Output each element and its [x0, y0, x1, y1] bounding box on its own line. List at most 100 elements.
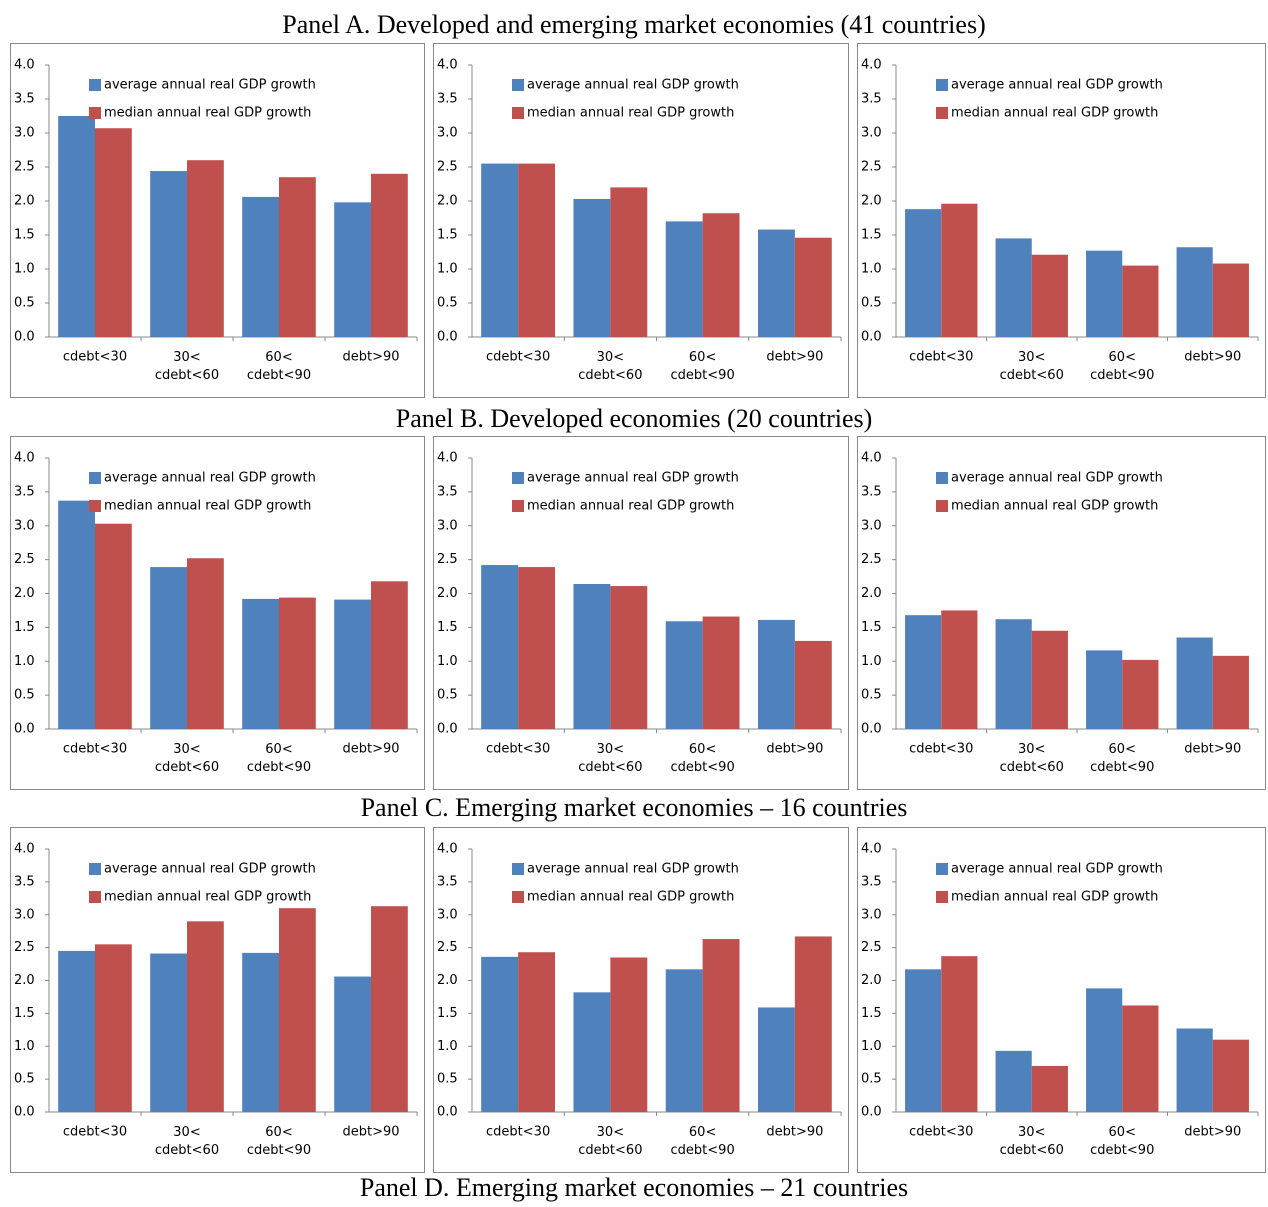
y-tick-label: 0.5	[14, 296, 35, 311]
bar	[757, 619, 795, 729]
y-tick-label: 2.0	[14, 194, 35, 209]
legend-swatch	[512, 891, 524, 903]
y-tick-label: 2.5	[437, 552, 458, 567]
legend-label: median annual real GDP growth	[951, 106, 1158, 121]
y-tick-label: 4.0	[14, 842, 35, 857]
y-tick-label: 3.0	[437, 907, 458, 922]
y-tick-label: 2.0	[861, 973, 882, 988]
y-tick-label: 2.5	[14, 940, 35, 955]
bar	[610, 187, 648, 337]
y-tick-label: 0.5	[437, 688, 458, 703]
legend-swatch	[89, 472, 101, 484]
x-tick-label: cdebt<30	[486, 350, 550, 365]
legend-swatch	[936, 500, 948, 512]
y-tick-label: 1.5	[437, 1006, 458, 1021]
bar	[1122, 1005, 1159, 1112]
x-tick-label: debt>90	[342, 742, 399, 757]
x-tick-label: cdebt<30	[486, 1125, 550, 1140]
bar	[481, 956, 519, 1112]
bar	[95, 128, 132, 337]
bar	[905, 615, 942, 729]
bar	[941, 956, 978, 1112]
bar	[1086, 650, 1123, 729]
legend-swatch	[512, 500, 524, 512]
y-tick-label: 1.0	[861, 654, 882, 669]
bar	[1176, 637, 1213, 729]
bar	[242, 196, 279, 337]
y-tick-label: 1.0	[14, 654, 35, 669]
chart-frame	[857, 436, 1266, 790]
legend-label: average annual real GDP growth	[527, 862, 739, 877]
legend-swatch	[89, 107, 101, 119]
y-tick-label: 3.0	[861, 126, 882, 141]
bar	[1212, 655, 1249, 729]
x-tick-label: debt>90	[766, 742, 823, 757]
bar	[665, 969, 703, 1112]
y-tick-label: 0.5	[861, 296, 882, 311]
y-tick-label: 0.5	[14, 688, 35, 703]
y-tick-label: 2.0	[861, 586, 882, 601]
y-tick-label: 1.5	[861, 1006, 882, 1021]
y-tick-label: 1.5	[14, 1006, 35, 1021]
bar	[757, 229, 795, 337]
y-tick-label: 0.0	[14, 330, 35, 345]
bar	[334, 976, 371, 1112]
x-tick-label: 30< cdebt<60	[578, 742, 642, 775]
bar	[58, 950, 95, 1112]
x-tick-label: debt>90	[766, 1125, 823, 1140]
bar	[573, 992, 611, 1112]
y-tick-label: 2.5	[437, 160, 458, 175]
y-tick-label: 0.0	[14, 1105, 35, 1120]
bar	[794, 237, 832, 337]
x-tick-label: 30< cdebt<60	[1000, 742, 1064, 775]
legend-label: average annual real GDP growth	[527, 78, 739, 93]
y-tick-label: 2.5	[861, 160, 882, 175]
bar	[187, 558, 224, 729]
chart-frame	[857, 43, 1266, 398]
bar	[242, 952, 279, 1112]
bar	[573, 198, 611, 337]
legend-swatch	[936, 107, 948, 119]
legend-swatch	[512, 107, 524, 119]
bar	[279, 908, 316, 1112]
legend-label: average annual real GDP growth	[527, 471, 739, 486]
y-tick-label: 0.0	[437, 1105, 458, 1120]
bar	[1122, 659, 1159, 729]
bar	[481, 163, 519, 337]
bar	[941, 203, 978, 337]
bar	[610, 957, 648, 1112]
bar	[702, 939, 740, 1112]
bar	[1122, 265, 1159, 337]
x-tick-label: 60< cdebt<90	[671, 350, 735, 383]
bar	[187, 921, 224, 1112]
panel-title: Panel B. Developed economies (20 countri…	[396, 404, 873, 433]
y-tick-label: 3.0	[437, 126, 458, 141]
y-tick-label: 4.0	[14, 451, 35, 466]
y-tick-label: 1.0	[437, 262, 458, 277]
bar	[794, 936, 832, 1112]
legend-label: median annual real GDP growth	[951, 890, 1158, 905]
y-tick-label: 2.0	[437, 194, 458, 209]
y-tick-label: 3.0	[14, 907, 35, 922]
legend-swatch	[936, 472, 948, 484]
bar	[573, 584, 611, 729]
bar	[150, 953, 187, 1112]
legend-swatch	[512, 472, 524, 484]
bar	[58, 116, 95, 337]
bar	[150, 567, 187, 729]
x-tick-label: cdebt<30	[63, 1125, 127, 1140]
legend-swatch	[936, 891, 948, 903]
legend-swatch	[89, 891, 101, 903]
bar	[1031, 630, 1068, 729]
x-tick-label: 30< cdebt<60	[578, 1125, 642, 1158]
bar	[702, 616, 740, 729]
x-tick-label: 60< cdebt<90	[247, 350, 311, 383]
legend-label: median annual real GDP growth	[527, 890, 734, 905]
bar	[794, 640, 832, 729]
y-tick-label: 3.5	[861, 874, 882, 889]
y-tick-label: 0.0	[861, 330, 882, 345]
y-tick-label: 4.0	[861, 842, 882, 857]
legend-swatch	[512, 79, 524, 91]
y-tick-label: 0.0	[14, 722, 35, 737]
bar	[481, 565, 519, 729]
